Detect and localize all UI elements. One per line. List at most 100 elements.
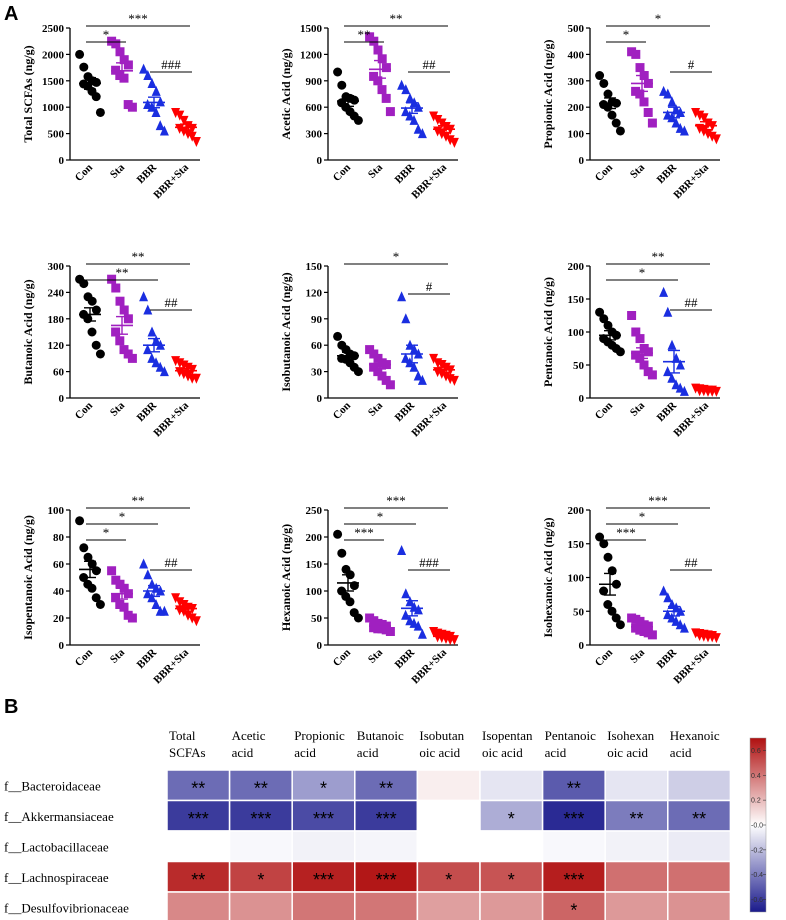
- data-point: [599, 78, 609, 88]
- data-point: [337, 80, 347, 90]
- column-header: Isobutan: [419, 728, 464, 743]
- x-category-label: Con: [331, 647, 353, 669]
- x-category-label: BBR: [393, 161, 418, 186]
- y-tick-label: 900: [306, 76, 323, 88]
- data-point: [667, 612, 677, 623]
- y-tick-label: 150: [306, 261, 323, 273]
- data-point: [643, 107, 653, 117]
- data-point: [147, 592, 157, 603]
- y-tick-label: 1200: [300, 49, 323, 61]
- data-point: [143, 70, 153, 81]
- y-tick-label: 50: [573, 606, 585, 618]
- significance-label: **: [132, 493, 145, 508]
- data-point: [87, 296, 97, 306]
- cell-significance: **: [629, 809, 643, 829]
- data-point: [119, 305, 129, 315]
- data-point: [647, 630, 657, 640]
- cell-significance: ***: [563, 809, 584, 829]
- significance-label: #: [426, 279, 433, 294]
- data-point: [151, 599, 161, 609]
- data-point: [95, 349, 105, 359]
- data-point: [671, 615, 681, 626]
- panel-a-label: A: [4, 3, 18, 25]
- data-point: [175, 110, 185, 121]
- data-point: [449, 635, 459, 646]
- significance-label: ***: [128, 11, 148, 26]
- data-point: [675, 359, 685, 370]
- significance-label: **: [390, 11, 403, 26]
- significance-label: ##: [165, 295, 179, 310]
- y-tick-label: 300: [48, 261, 65, 273]
- data-point: [647, 118, 657, 128]
- data-point: [183, 610, 193, 621]
- heatmap-cell: [228, 891, 293, 920]
- data-point: [187, 123, 197, 134]
- data-point: [91, 305, 101, 315]
- column-header: Hexanoic: [670, 728, 720, 743]
- x-category-label: BBR+Sta: [671, 646, 711, 686]
- data-point: [119, 602, 129, 612]
- data-point: [127, 102, 137, 112]
- x-category-label: BBR+Sta: [151, 161, 191, 201]
- data-point: [353, 367, 363, 377]
- row-label: f__Lactobacillaceae: [4, 839, 109, 854]
- cell-significance: ***: [563, 870, 584, 890]
- data-point: [671, 117, 681, 128]
- x-category-label: Sta: [628, 161, 648, 181]
- heatmap-cell: [291, 891, 356, 920]
- data-point: [409, 361, 419, 372]
- data-point: [179, 600, 189, 610]
- heatmap-cell: [354, 860, 419, 893]
- cell-significance: *: [508, 870, 515, 890]
- x-category-label: Sta: [108, 161, 128, 181]
- data-point: [123, 60, 133, 70]
- data-point: [381, 93, 391, 103]
- data-point: [679, 125, 689, 136]
- data-point: [91, 77, 101, 87]
- data-point: [171, 107, 181, 118]
- y-tick-label: 0: [579, 640, 585, 652]
- colorbar-tick-label: 0.2: [751, 798, 761, 805]
- data-point: [413, 123, 423, 134]
- heatmap-cell: [667, 830, 732, 863]
- heatmap-cell: [541, 891, 606, 920]
- y-tick-label: 200: [568, 102, 585, 114]
- heatmap-cell: [416, 799, 481, 832]
- data-point: [413, 620, 423, 631]
- data-point: [695, 110, 705, 121]
- data-point: [151, 106, 161, 117]
- data-point: [373, 45, 383, 55]
- data-point: [369, 36, 379, 46]
- colorbar-tick-label: -0.6: [751, 897, 763, 904]
- y-tick-label: 500: [48, 129, 65, 141]
- y-tick-label: 250: [306, 505, 323, 517]
- data-point: [155, 96, 165, 107]
- data-point: [83, 314, 93, 324]
- cell-significance: *: [570, 900, 577, 920]
- column-header: Total: [169, 728, 196, 743]
- data-point: [663, 88, 673, 99]
- row-label: f__Desulfovibrionaceae: [4, 900, 129, 915]
- dot-plot-9: 0 50 100 150 200 Isohexanoic Acid (ng/g) Con St…: [541, 493, 721, 686]
- data-point: [385, 107, 395, 117]
- x-category-label: Sta: [628, 399, 648, 419]
- cell-significance: **: [191, 778, 205, 798]
- y-tick-label: 400: [568, 49, 585, 61]
- heatmap-cell: [354, 799, 419, 832]
- y-axis-label: Pentanoic Acid (ng/g): [541, 277, 555, 387]
- data-point: [87, 583, 97, 593]
- y-axis-label: Total SCFAs (ng/g): [21, 45, 35, 142]
- y-tick-label: 200: [306, 532, 323, 544]
- x-category-label: BBR: [655, 399, 680, 424]
- column-header: acid: [294, 745, 316, 760]
- data-point: [679, 622, 689, 633]
- x-category-label: BBR: [135, 399, 160, 424]
- x-category-label: BBR: [135, 161, 160, 186]
- heatmap-cell: [667, 860, 732, 893]
- significance-label: **: [132, 249, 145, 264]
- column-header: Pentanoic: [545, 728, 596, 743]
- heatmap-cell: [228, 860, 293, 893]
- x-category-label: BBR: [393, 399, 418, 424]
- y-axis-label: Butanoic Acid (ng/g): [21, 279, 35, 384]
- dot-plot-6: 0 50 100 150 200 Pentanoic Acid (ng/g) Con Sta B…: [541, 249, 721, 439]
